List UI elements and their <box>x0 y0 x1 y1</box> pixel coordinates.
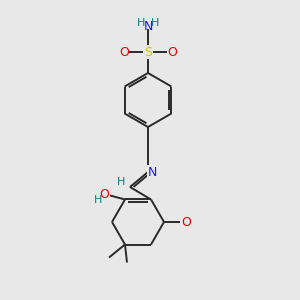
Text: O: O <box>119 46 129 59</box>
Text: H: H <box>151 18 159 28</box>
Text: S: S <box>144 46 152 59</box>
Text: O: O <box>167 46 177 59</box>
Text: H: H <box>137 18 145 28</box>
Text: H: H <box>117 177 125 187</box>
Text: O: O <box>99 188 109 201</box>
Text: N: N <box>143 20 153 34</box>
Text: H: H <box>94 196 102 206</box>
Text: N: N <box>147 166 157 178</box>
Text: O: O <box>181 215 191 229</box>
